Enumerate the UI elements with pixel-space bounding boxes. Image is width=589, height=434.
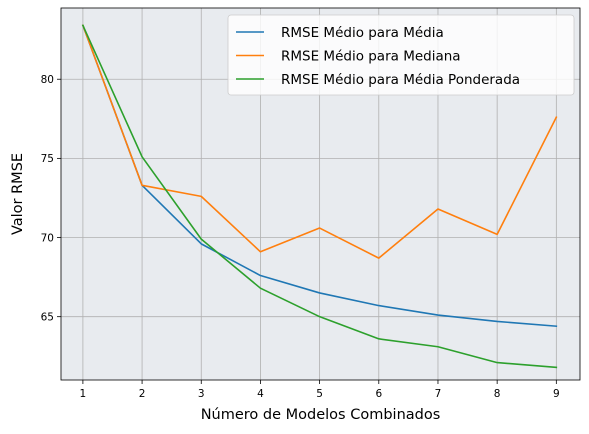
y-tick-label: 75 (41, 153, 54, 165)
x-tick-label: 6 (375, 388, 382, 400)
plot-frame (60, 7, 581, 381)
x-axis-ticks: 1 2 3 4 5 6 7 8 9 (80, 380, 560, 400)
y-tick-label: 65 (41, 311, 54, 323)
y-axis-title: Valor RMSE (10, 153, 26, 235)
legend-label: RMSE Médio para Média Ponderada (281, 72, 520, 88)
x-tick-label: 1 (80, 388, 87, 400)
series-line-1 (81, 24, 558, 328)
series-line-3 (81, 24, 558, 369)
legend-box (227, 14, 575, 96)
series-line-2 (81, 24, 558, 259)
y-tick-label: 70 (41, 232, 54, 244)
x-tick-label: 4 (257, 388, 264, 400)
series-layer (81, 24, 558, 369)
x-tick-label: 7 (435, 388, 442, 400)
legend-label: RMSE Médio para Mediana (281, 49, 461, 65)
y-tick-label: 80 (41, 74, 54, 86)
legend: RMSE Médio para Média RMSE Médio para Med… (227, 14, 575, 96)
x-tick-label: 2 (139, 388, 146, 400)
y-axis-ticks: 65 70 75 80 (41, 74, 61, 323)
x-tick-label: 3 (198, 388, 205, 400)
x-tick-label: 9 (553, 388, 560, 400)
legend-label: RMSE Médio para Média (281, 25, 444, 41)
x-tick-label: 5 (316, 388, 323, 400)
x-tick-label: 8 (494, 388, 501, 400)
x-axis-title: Número de Modelos Combinados (201, 407, 441, 423)
